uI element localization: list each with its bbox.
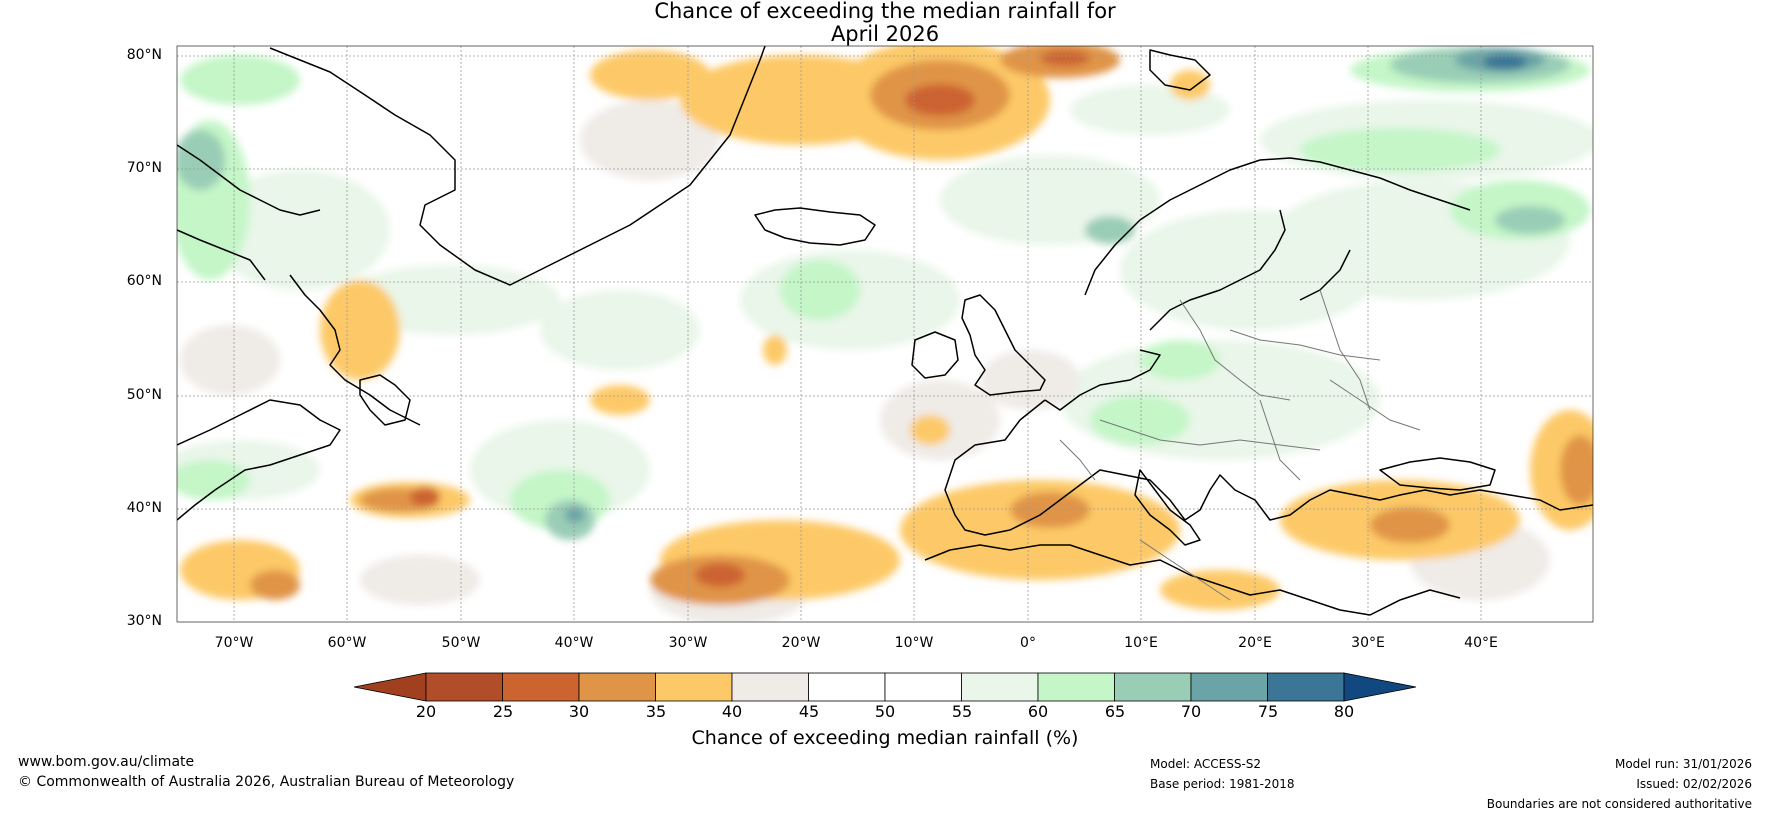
lat-label-30n: 30°N: [126, 613, 162, 629]
lon-label-40e: 40°E: [1464, 635, 1498, 651]
lon-label-30e: 30°E: [1351, 635, 1385, 651]
lon-label-20e: 20°E: [1238, 635, 1272, 651]
lon-label-20w: 20°W: [781, 635, 821, 651]
map-title: Chance of exceeding the median rainfall …: [0, 0, 1770, 46]
colorbar-tick-60: 60: [1027, 702, 1049, 721]
title-line-2: April 2026: [830, 22, 940, 46]
colorbar-bin: [655, 672, 733, 702]
footer-model: Model: ACCESS-S2: [1150, 757, 1262, 771]
colorbar-bin: [884, 672, 962, 702]
black-sea-coast: [1379, 457, 1496, 491]
iceland-coast: [754, 207, 876, 246]
colorbar-tick-45: 45: [798, 702, 820, 721]
colorbar-extend-high: [1343, 672, 1417, 702]
britain-coast: [961, 294, 1046, 396]
footer-issued: Issued: 02/02/2026: [1636, 777, 1752, 791]
colorbar-tick-20: 20: [415, 702, 437, 721]
colorbar-tick-25: 25: [492, 702, 514, 721]
colorbar-tick-35: 35: [645, 702, 667, 721]
newfoundland-coast: [359, 374, 411, 426]
colorbar-title: Chance of exceeding median rainfall (%): [691, 727, 1079, 749]
lat-label-60n: 60°N: [126, 273, 162, 289]
probability-field: [177, 46, 1593, 622]
lon-label-70w: 70°W: [214, 635, 254, 651]
footer-disclaimer: Boundaries are not considered authoritat…: [1486, 797, 1752, 811]
colorbar-tick-30: 30: [568, 702, 590, 721]
footer-url[interactable]: www.bom.gov.au/climate: [18, 754, 195, 770]
europe-mainland-coast: [944, 349, 1593, 536]
footer-copyright: © Commonwealth of Australia 2026, Austra…: [18, 774, 515, 790]
ireland-coast: [911, 331, 959, 379]
italy-coast: [1134, 469, 1201, 546]
lon-label-50w: 50°W: [441, 635, 481, 651]
colorbar-bin: [808, 672, 886, 702]
lon-label-0: 0°: [1020, 635, 1036, 651]
title-line-1: Chance of exceeding the median rainfall …: [654, 0, 1116, 23]
colorbar-tick-40: 40: [721, 702, 743, 721]
colorbar-bin: [502, 672, 580, 702]
country-borders: [1059, 289, 1421, 601]
colorbar-bin: [1190, 672, 1268, 702]
colorbar-tick-55: 55: [951, 702, 973, 721]
colorbar-bin: [1267, 672, 1345, 702]
lon-label-60w: 60°W: [327, 635, 367, 651]
footer-model-run: Model run: 31/01/2026: [1614, 757, 1752, 771]
coastlines: [177, 46, 1593, 616]
lat-label-80n: 80°N: [126, 47, 162, 63]
greenland-coast: [269, 46, 766, 286]
footer-base-period: Base period: 1981-2018: [1150, 777, 1295, 791]
lon-label-10e: 10°E: [1124, 635, 1158, 651]
north-africa-coast: [924, 544, 1461, 616]
lon-label-10w: 10°W: [894, 635, 934, 651]
lat-label-40n: 40°N: [126, 500, 162, 516]
graticule: [177, 46, 1593, 622]
canada-arctic-coast: [177, 144, 321, 281]
labrador-coast: [289, 274, 421, 426]
north-america-east-coast: [177, 399, 341, 521]
colorbar-tick-65: 65: [1104, 702, 1126, 721]
colorbar-bin: [731, 672, 809, 702]
colorbar-tick-70: 70: [1180, 702, 1202, 721]
scandinavia-coast: [1084, 157, 1471, 331]
colorbar-bin: [1114, 672, 1192, 702]
colorbar-tick-50: 50: [874, 702, 896, 721]
colorbar-tick-80: 80: [1333, 702, 1355, 721]
colorbar: [353, 672, 1417, 702]
lat-label-70n: 70°N: [126, 160, 162, 176]
colorbar-extend-low: [353, 672, 427, 702]
svalbard-coast: [1149, 49, 1211, 91]
lon-label-30w: 30°W: [668, 635, 708, 651]
lon-label-40w: 40°W: [554, 635, 594, 651]
colorbar-bin: [578, 672, 656, 702]
colorbar-bin: [961, 672, 1039, 702]
lat-label-50n: 50°N: [126, 387, 162, 403]
colorbar-tick-75: 75: [1257, 702, 1279, 721]
colorbar-bin: [1037, 672, 1115, 702]
colorbar-bin: [425, 672, 503, 702]
